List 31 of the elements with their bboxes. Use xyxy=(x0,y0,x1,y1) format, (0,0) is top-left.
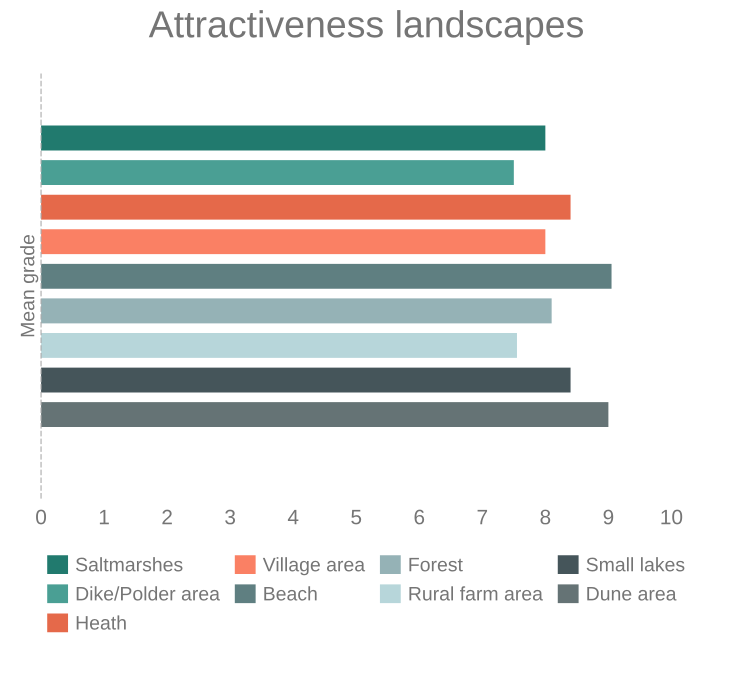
x-tick-label: 0 xyxy=(36,510,46,524)
legend-label: Saltmarshes xyxy=(76,557,182,572)
legend-label: Rural farm area xyxy=(409,586,543,601)
bar xyxy=(41,229,546,254)
x-tick-label: 2 xyxy=(162,510,172,524)
chart-title: Attractiveness landscapes xyxy=(148,10,583,46)
bar xyxy=(41,368,571,392)
legend-label: Dune area xyxy=(587,587,676,601)
x-tick-label: 4 xyxy=(288,510,298,524)
bar xyxy=(41,333,517,358)
legend-label: Small lakes xyxy=(586,557,684,572)
bar xyxy=(41,194,571,220)
legend-label: Beach xyxy=(264,586,317,601)
x-tick-label: 3 xyxy=(225,510,236,524)
legend-label: Heath xyxy=(76,615,126,630)
legend-label: Dike/Polder area xyxy=(76,586,220,601)
y-axis-title: Mean grade xyxy=(20,234,38,336)
bar xyxy=(41,160,514,186)
x-tick-label: 1 xyxy=(100,510,109,524)
x-tick-label: 5 xyxy=(351,510,362,524)
x-tick-label: 10 xyxy=(661,510,682,524)
x-tick-label: 7 xyxy=(478,510,488,524)
x-tick-label: 9 xyxy=(604,510,614,524)
x-tick-label: 6 xyxy=(414,510,424,524)
x-tick-label: 8 xyxy=(540,510,550,524)
legend-label: Forest xyxy=(409,558,463,572)
legend-label: Village area xyxy=(262,557,366,576)
bar xyxy=(41,126,546,150)
bar xyxy=(41,264,612,289)
bar xyxy=(41,298,552,324)
bar xyxy=(41,402,608,428)
